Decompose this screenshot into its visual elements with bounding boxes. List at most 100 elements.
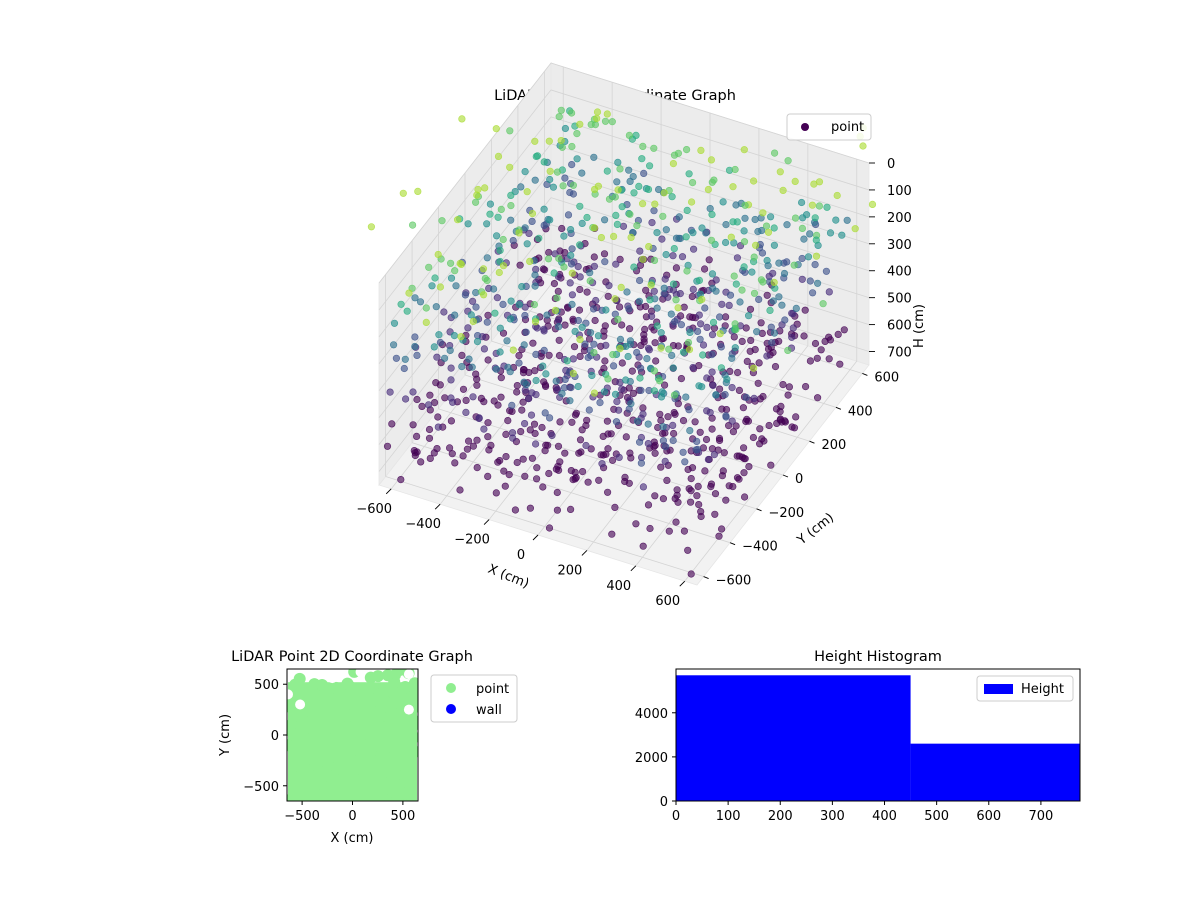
lidar-point-3d (658, 335, 666, 343)
point-2d (399, 681, 412, 693)
lidar-point-3d (586, 277, 594, 285)
lidar-point-3d (708, 331, 717, 339)
lidar-point-3d (740, 227, 748, 235)
point-2d (364, 786, 377, 799)
lidar-point-3d (757, 319, 765, 327)
lidar-point-3d (755, 359, 763, 367)
lidar-point-3d (461, 291, 470, 299)
lidar-point-3d (554, 442, 563, 450)
lidar-point-3d (540, 221, 548, 229)
lidar-point-3d (806, 357, 815, 365)
lidar-point-3d (397, 300, 405, 308)
lidar-point-3d (704, 455, 713, 464)
lidar-point-3d (473, 464, 481, 472)
point-2d (328, 773, 341, 786)
lidar-point-3d (675, 213, 683, 221)
z-tick-label-3d: 300 (887, 238, 912, 253)
lidar-point-3d (735, 386, 744, 395)
lidar-point-3d (513, 382, 521, 390)
lidar-point-3d (527, 411, 536, 419)
lidar-point-3d (548, 431, 556, 440)
lidar-point-3d (615, 303, 624, 311)
lidar-point-3d (729, 428, 738, 436)
lidar-point-3d (550, 280, 559, 288)
lidar-point-3d (705, 256, 713, 264)
lidar-point-3d (843, 216, 851, 224)
lidar-point-3d (551, 250, 559, 258)
lidar-point-3d (743, 357, 751, 366)
lidar-point-3d (545, 414, 554, 422)
lidar-point-3d (729, 218, 737, 226)
lidar-point-3d (868, 200, 877, 208)
lidar-point-3d (732, 325, 740, 334)
lidar-point-3d (651, 449, 659, 457)
lidar-point-3d (576, 335, 584, 344)
lidar-point-3d (768, 339, 776, 347)
lidar-point-3d (530, 420, 539, 428)
gap-2d (403, 704, 414, 715)
lidar-point-3d (645, 162, 654, 170)
lidar-point-3d (392, 354, 401, 362)
x-tick-label-histogram: 600 (976, 809, 1001, 824)
lidar-point-3d (544, 255, 553, 263)
lidar-point-3d (417, 458, 425, 466)
lidar-point-3d (625, 305, 633, 313)
y-axis-label-2d: Y (cm) (218, 714, 233, 757)
lidar-point-3d (674, 149, 683, 157)
lidar-point-3d (497, 374, 505, 382)
lidar-point-3d (430, 449, 438, 457)
point-2d (375, 775, 388, 788)
lidar-point-3d (682, 393, 690, 401)
lidar-point-3d (531, 271, 539, 279)
lidar-point-3d (672, 296, 680, 304)
lidar-point-3d (522, 328, 530, 336)
point-2d (398, 751, 411, 764)
lidar-point-3d (458, 115, 466, 123)
lidar-point-3d (430, 343, 438, 351)
lidar-point-3d (622, 433, 630, 441)
lidar-point-3d (542, 441, 550, 449)
point-2d (341, 677, 354, 690)
grid-line-z-left (378, 143, 552, 365)
lidar-point-3d (656, 377, 664, 385)
lidar-point-3d (677, 321, 686, 329)
lidar-point-3d (730, 272, 738, 280)
lidar-point-3d (499, 300, 507, 309)
lidar-point-3d (526, 257, 534, 266)
lidar-point-3d (529, 339, 537, 347)
lidar-point-3d (614, 158, 622, 166)
point-2d (317, 794, 330, 801)
lidar-point-3d (447, 417, 456, 425)
lidar-point-3d (785, 383, 794, 391)
point-2d (366, 695, 379, 708)
lidar-point-3d (578, 323, 586, 331)
lidar-point-3d (638, 200, 647, 208)
lidar-point-3d (660, 189, 668, 197)
lidar-point-3d (669, 429, 678, 438)
gap-2d (355, 669, 366, 677)
lidar-point-3d (585, 406, 593, 414)
lidar-point-3d (400, 364, 408, 373)
lidar-point-3d (701, 304, 709, 312)
lidar-point-3d (469, 317, 477, 326)
lidar-point-3d (694, 482, 702, 491)
lidar-point-3d (792, 304, 800, 313)
lidar-point-3d (791, 214, 800, 222)
lidar-point-3d (669, 436, 677, 445)
point-2d (305, 789, 318, 801)
lidar-point-3d (386, 388, 394, 396)
lidar-point-3d (574, 263, 582, 271)
lidar-point-3d (832, 216, 840, 224)
lidar-point-3d (484, 311, 492, 319)
lidar-point-3d (733, 254, 742, 262)
lidar-point-3d (798, 275, 806, 283)
lidar-point-3d (754, 227, 762, 236)
lidar-point-3d (590, 224, 599, 232)
lidar-point-3d (721, 313, 730, 321)
lidar-point-3d (604, 292, 612, 300)
point-2d (409, 718, 418, 731)
point-2d (301, 769, 313, 782)
lidar-point-3d (722, 412, 730, 420)
lidar-point-3d (563, 357, 571, 365)
lidar-point-3d (626, 210, 634, 218)
